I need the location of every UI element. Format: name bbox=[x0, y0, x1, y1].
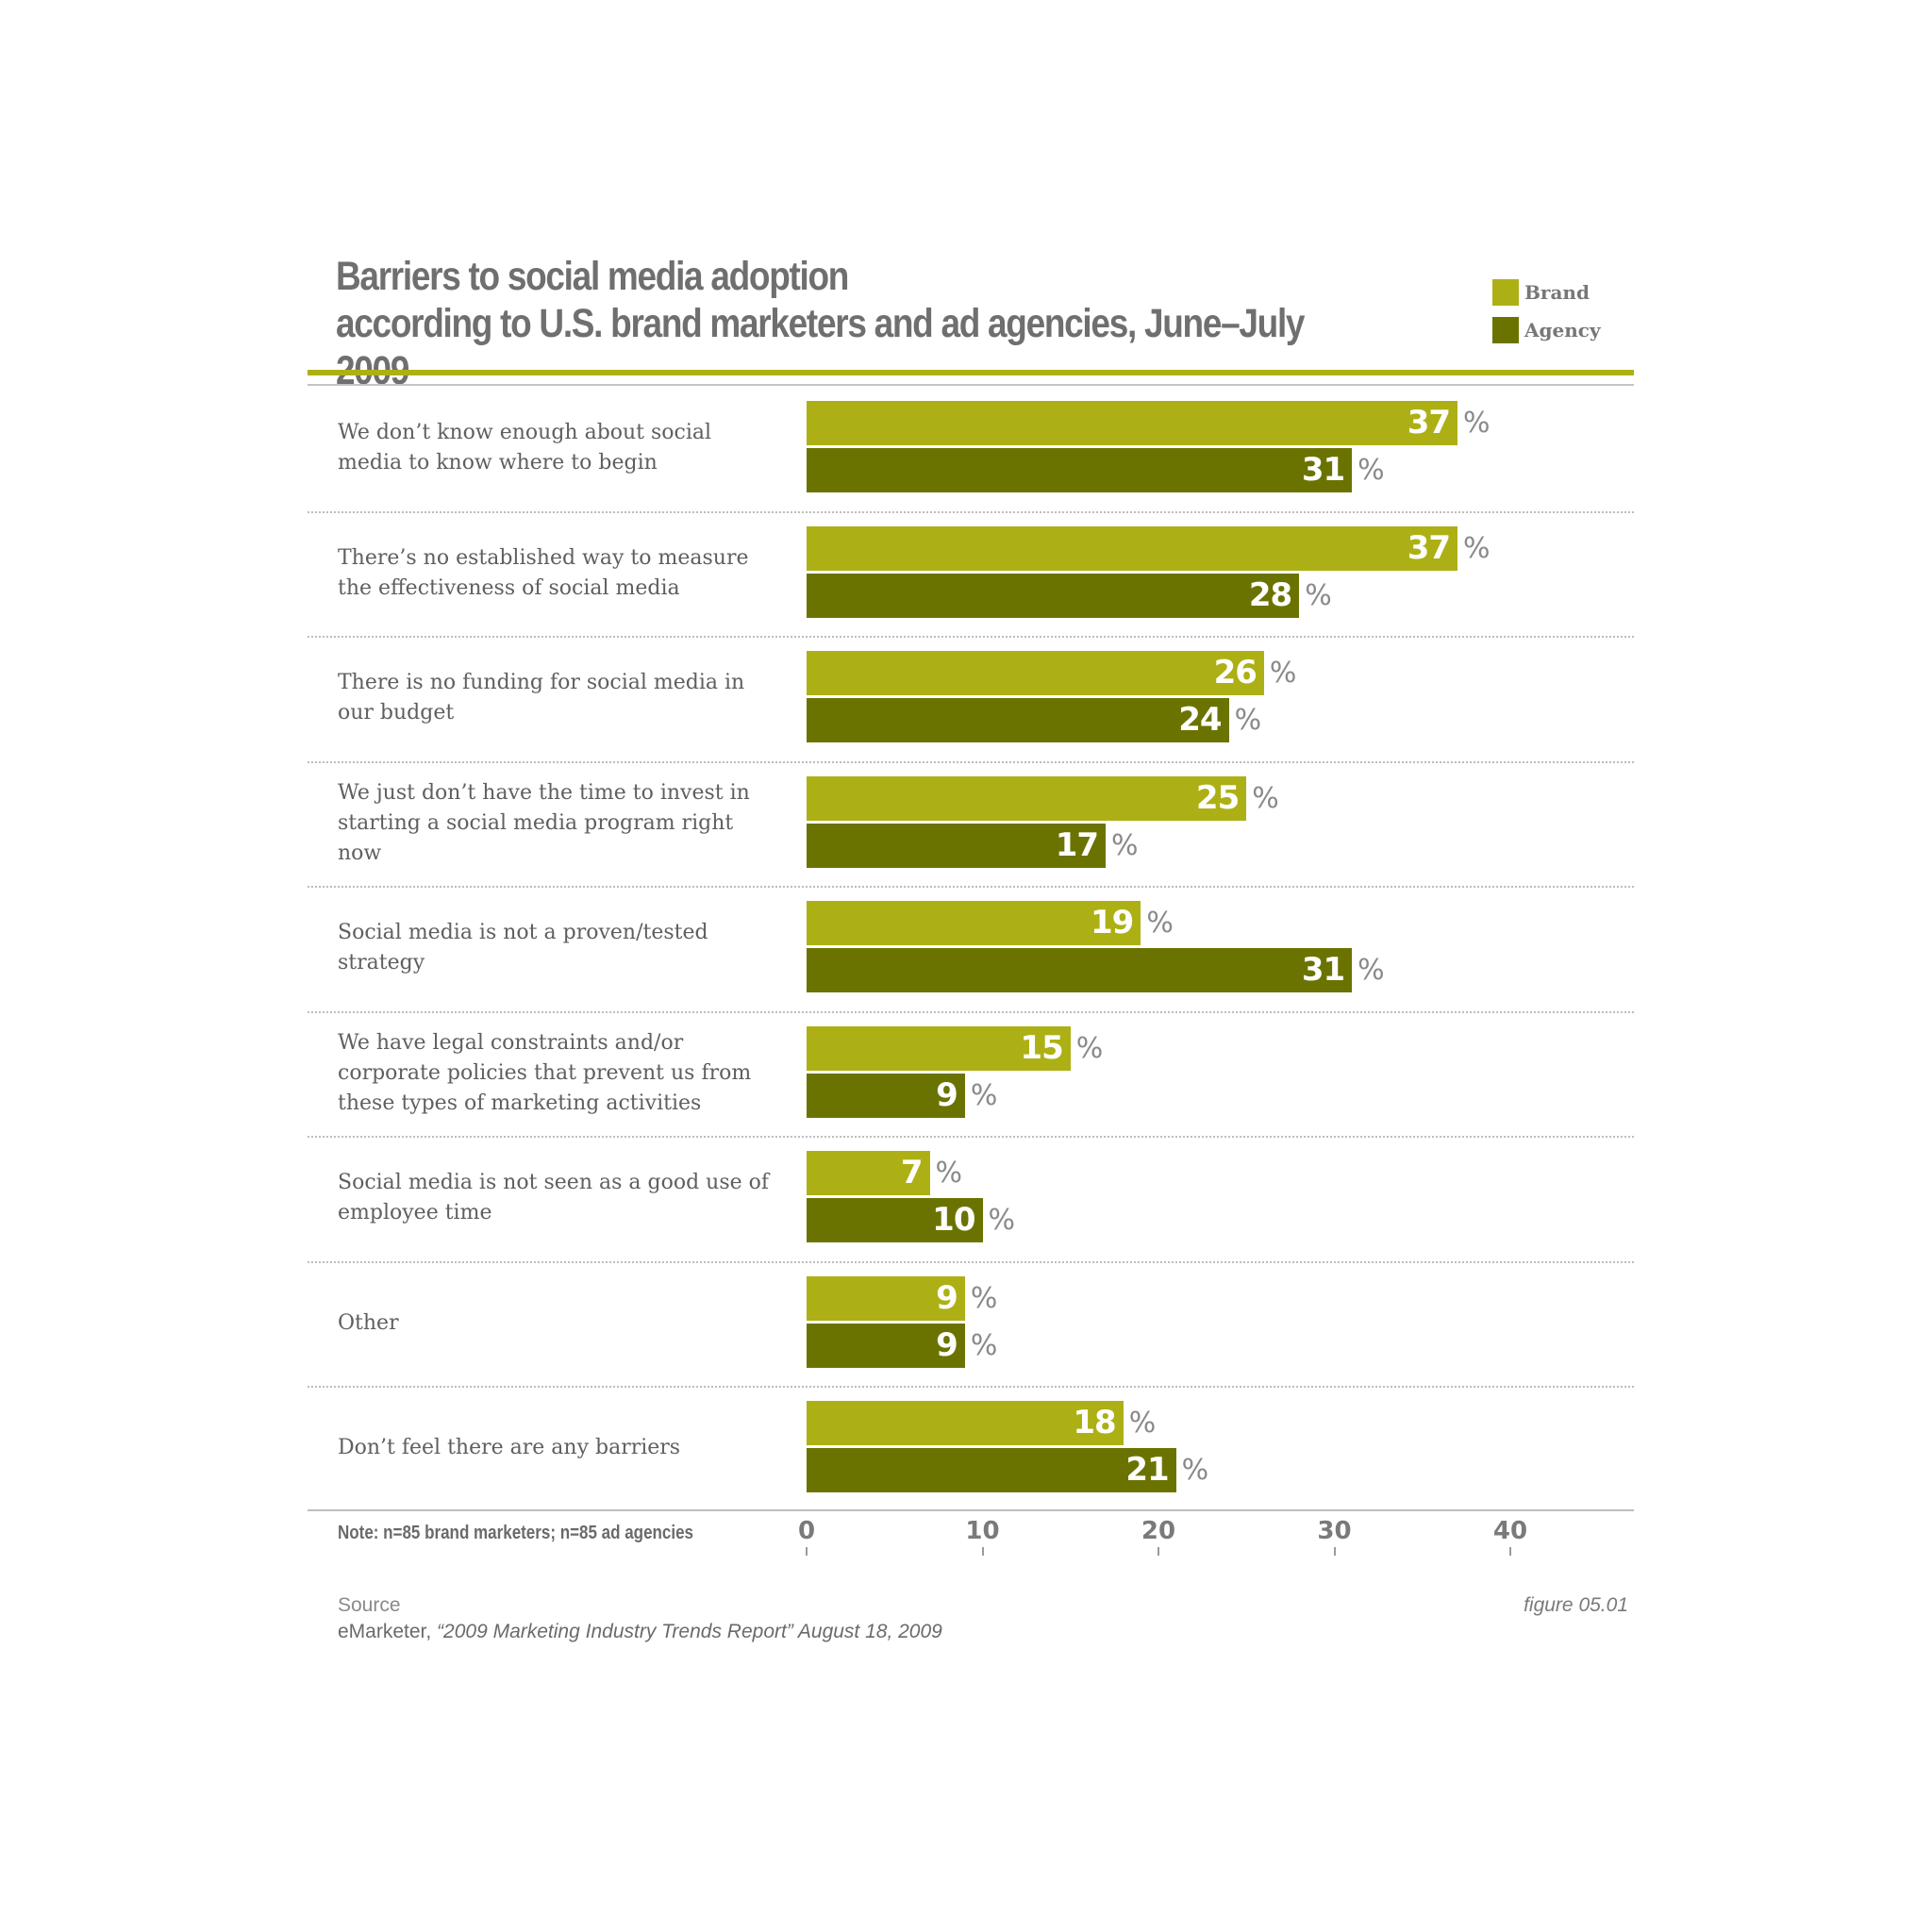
bar-agency: 28 bbox=[807, 573, 1300, 618]
percent-sign: % bbox=[1305, 578, 1332, 612]
data-label: 28 bbox=[1248, 575, 1292, 614]
percent-sign: % bbox=[1269, 657, 1297, 690]
category-label: There’s no established way to measure th… bbox=[338, 545, 749, 600]
source-report-title: “2009 Marketing Industry Trends Report” … bbox=[437, 1621, 942, 1642]
bar-agency: 24 bbox=[807, 698, 1229, 742]
x-tick-label: 30 bbox=[1317, 1517, 1352, 1545]
legend-label-agency: Agency bbox=[1524, 319, 1601, 341]
percent-sign: % bbox=[1111, 828, 1139, 862]
data-label: 37 bbox=[1407, 404, 1451, 441]
data-label: 10 bbox=[932, 1201, 975, 1239]
data-label: 25 bbox=[1195, 778, 1240, 817]
bar-brand: 7 bbox=[807, 1151, 930, 1195]
category-label: We just don’t have the time to invest in… bbox=[338, 780, 750, 865]
percent-sign: % bbox=[1128, 1407, 1157, 1440]
percent-sign: % bbox=[1463, 407, 1491, 440]
percent-sign: % bbox=[1075, 1031, 1104, 1065]
category-label: There is no funding for social media in … bbox=[338, 671, 745, 725]
percent-sign: % bbox=[1357, 954, 1385, 987]
x-tick-mark bbox=[1509, 1547, 1511, 1556]
x-tick-label: 40 bbox=[1492, 1517, 1528, 1545]
chart-title: Barriers to social media adoption accord… bbox=[336, 253, 1309, 394]
x-tick-mark bbox=[1333, 1547, 1336, 1556]
x-tick-mark bbox=[1158, 1547, 1159, 1556]
source-heading: Source bbox=[338, 1594, 401, 1616]
data-label: 31 bbox=[1301, 451, 1345, 489]
percent-sign: % bbox=[1357, 454, 1385, 487]
x-tick-label: 10 bbox=[965, 1517, 1000, 1545]
category-label: We don’t know enough about social media … bbox=[338, 421, 712, 475]
data-label: 19 bbox=[1091, 904, 1134, 941]
bar-brand: 15 bbox=[807, 1025, 1071, 1071]
data-label: 26 bbox=[1213, 654, 1257, 691]
percent-sign: % bbox=[1252, 781, 1279, 815]
category-label: Social media is not a proven/tested stra… bbox=[338, 921, 708, 975]
percent-sign: % bbox=[970, 1078, 998, 1112]
legend-swatch-agency bbox=[1492, 317, 1519, 343]
source-citation: eMarketer, “2009 Marketing Industry Tren… bbox=[338, 1621, 942, 1643]
percent-sign: % bbox=[1234, 704, 1262, 737]
bar-brand: 9 bbox=[807, 1275, 965, 1321]
row-separator bbox=[308, 1260, 1634, 1263]
header-rule-thin bbox=[308, 384, 1634, 386]
row-separator bbox=[308, 636, 1634, 638]
row-separator bbox=[308, 1010, 1634, 1013]
bar-brand: 18 bbox=[807, 1401, 1124, 1445]
x-tick-label: 0 bbox=[797, 1517, 816, 1545]
row-separator bbox=[308, 760, 1634, 763]
bar-agency: 31 bbox=[807, 448, 1353, 492]
data-label: 9 bbox=[936, 1278, 958, 1317]
bar-brand: 37 bbox=[807, 525, 1458, 571]
category-label: We have legal constraints and/or corpora… bbox=[338, 1030, 752, 1115]
chart-title-line2: according to U.S. brand marketers and ad… bbox=[336, 301, 1305, 393]
category-label: Don’t feel there are any barriers bbox=[338, 1436, 681, 1460]
category-label: Social media is not seen as a good use o… bbox=[338, 1171, 770, 1225]
data-label: 31 bbox=[1301, 951, 1345, 989]
bar-agency: 31 bbox=[807, 948, 1353, 992]
row-separator bbox=[308, 510, 1634, 513]
percent-sign: % bbox=[935, 1157, 963, 1190]
bar-agency: 9 bbox=[807, 1323, 965, 1368]
category-label: Other bbox=[338, 1310, 399, 1335]
data-label: 9 bbox=[936, 1075, 958, 1114]
row-separator bbox=[308, 1136, 1634, 1138]
bar-brand: 37 bbox=[807, 401, 1458, 445]
data-label: 21 bbox=[1125, 1451, 1169, 1489]
x-tick-mark bbox=[981, 1547, 984, 1556]
percent-sign: % bbox=[1181, 1454, 1209, 1487]
percent-sign: % bbox=[988, 1204, 1016, 1237]
data-label: 15 bbox=[1020, 1028, 1063, 1067]
row-separator bbox=[308, 886, 1634, 888]
bar-brand: 26 bbox=[807, 651, 1264, 695]
bar-agency: 21 bbox=[807, 1448, 1176, 1492]
data-label: 37 bbox=[1407, 528, 1451, 567]
data-label: 24 bbox=[1178, 701, 1222, 739]
percent-sign: % bbox=[1146, 907, 1174, 940]
x-tick-label: 20 bbox=[1141, 1517, 1176, 1545]
data-label: 17 bbox=[1055, 825, 1099, 864]
legend-label-brand: Brand bbox=[1524, 281, 1590, 304]
bar-agency: 9 bbox=[807, 1073, 965, 1118]
data-label: 18 bbox=[1073, 1404, 1116, 1441]
percent-sign: % bbox=[1463, 531, 1491, 565]
data-label: 9 bbox=[936, 1325, 958, 1364]
figure-number: figure 05.01 bbox=[1524, 1594, 1628, 1616]
data-label: 7 bbox=[900, 1154, 924, 1191]
legend-swatch-brand bbox=[1492, 279, 1519, 306]
chart-note: Note: n=85 brand marketers; n=85 ad agen… bbox=[338, 1523, 693, 1543]
row-separator bbox=[308, 1386, 1634, 1388]
x-tick-mark bbox=[806, 1547, 808, 1556]
header-rule bbox=[308, 370, 1634, 375]
chart-title-line1: Barriers to social media adoption bbox=[336, 254, 849, 299]
bar-brand: 25 bbox=[807, 775, 1247, 821]
bar-agency: 10 bbox=[807, 1198, 983, 1242]
percent-sign: % bbox=[970, 1328, 998, 1362]
axis-baseline bbox=[308, 1509, 1634, 1511]
source-publisher: eMarketer, bbox=[338, 1621, 438, 1642]
bar-brand: 19 bbox=[807, 901, 1141, 945]
bar-agency: 17 bbox=[807, 823, 1107, 868]
percent-sign: % bbox=[970, 1281, 998, 1315]
